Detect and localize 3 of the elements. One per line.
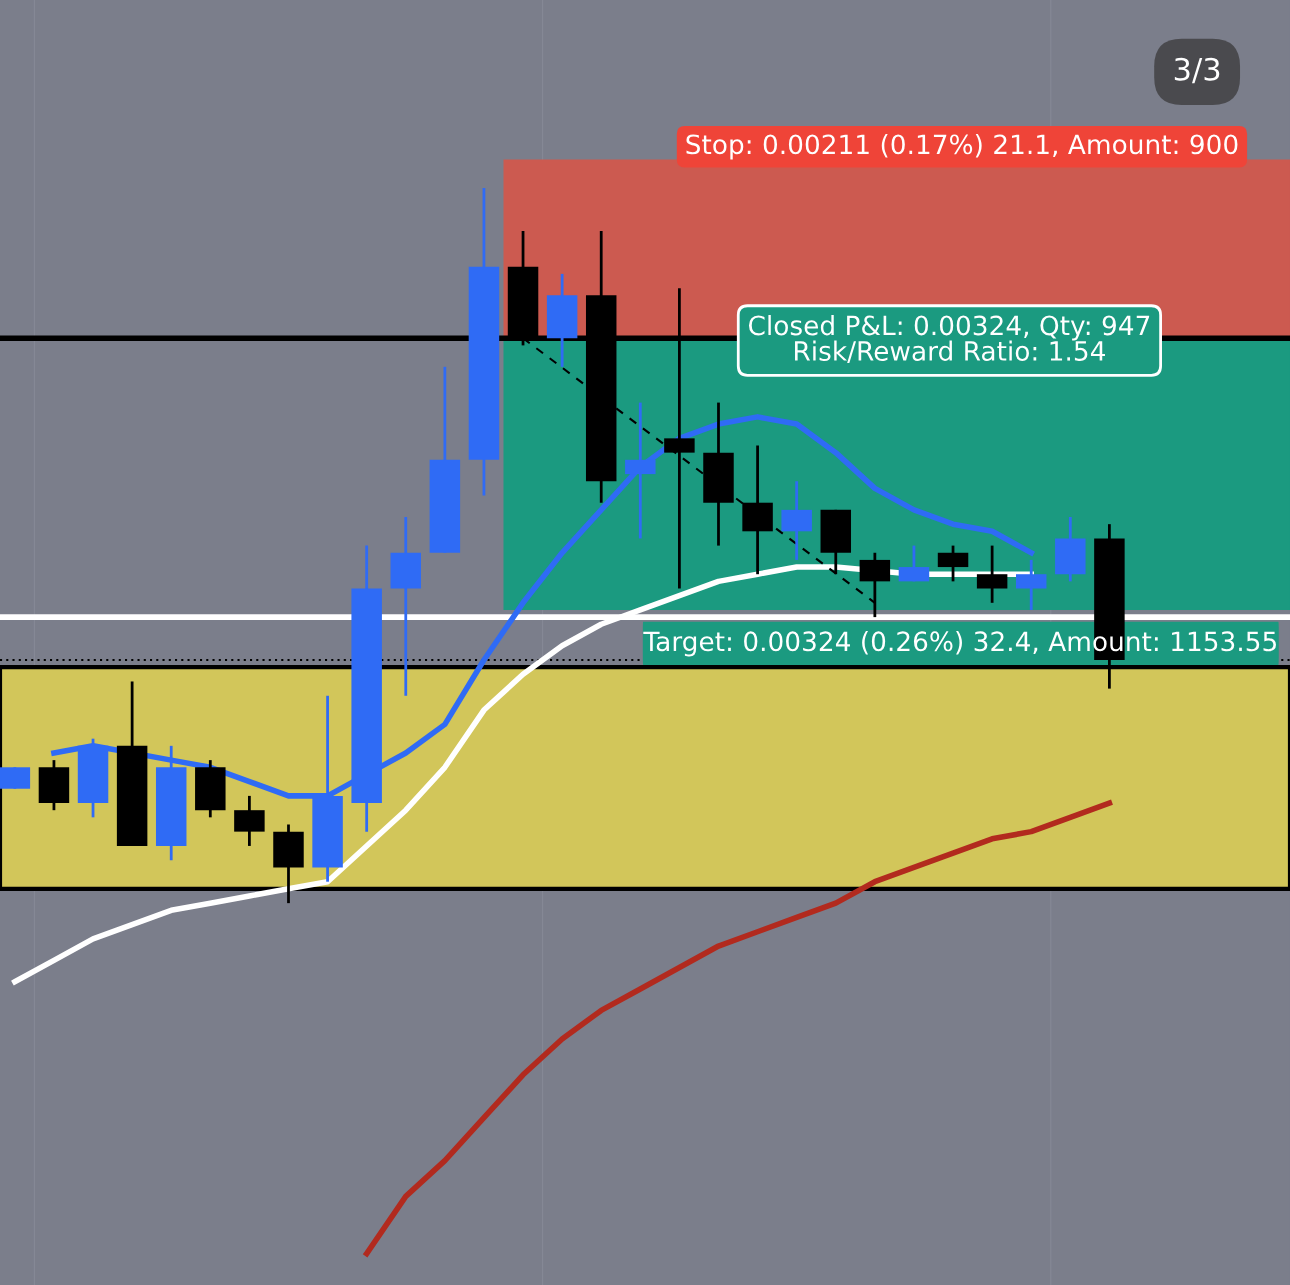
band-label: Stop: 0.00211 (0.17%) 21.1, Amount: 900 xyxy=(686,133,1238,160)
text: 3/3 xyxy=(1174,57,1220,84)
annotation: Closed P&L: 0.00324, Qty: 947 Risk/Reward Ratio: 1.54 xyxy=(748,314,1150,364)
